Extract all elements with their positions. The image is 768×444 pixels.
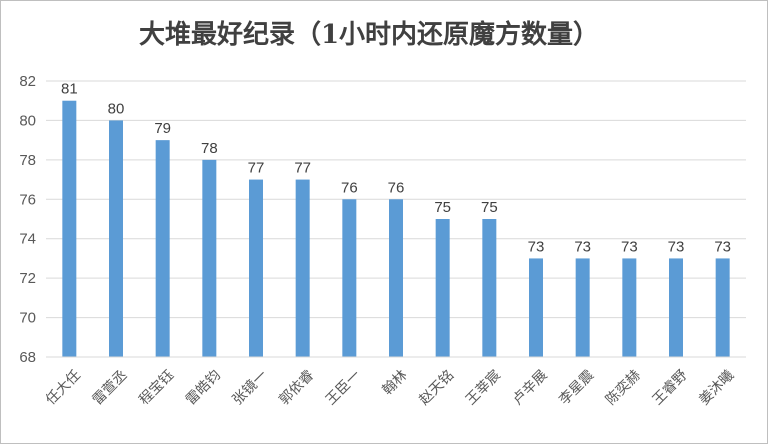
data-label: 75 <box>481 199 498 216</box>
bar-9 <box>435 219 450 357</box>
x-category-label: 王睿野 <box>650 367 691 408</box>
data-label: 80 <box>108 100 125 117</box>
bar-5 <box>249 179 263 357</box>
x-category-label: 王臣一 <box>323 367 364 408</box>
bar-11 <box>529 258 543 357</box>
y-tick-label: 72 <box>19 270 36 287</box>
y-axis-ticks: 68 70 72 74 76 78 80 82 <box>19 73 36 366</box>
x-category-label: 雷皓钧 <box>183 367 224 408</box>
x-category-label: 雷萱丞 <box>90 367 131 408</box>
x-category-label: 郭依睿 <box>276 367 318 409</box>
data-label: 76 <box>341 179 358 196</box>
bar-10 <box>482 219 497 357</box>
data-label: 73 <box>528 238 545 255</box>
x-category-label: 王莘宸 <box>462 367 504 409</box>
x-category-label: 任大任 <box>43 367 84 408</box>
bar-7 <box>342 199 357 357</box>
y-tick-label: 78 <box>19 152 36 169</box>
x-category-label: 赵天铭 <box>416 367 457 408</box>
x-category-label: 陈奕赫 <box>602 367 644 409</box>
data-label: 73 <box>668 238 685 255</box>
bar-14 <box>669 258 683 357</box>
x-category-label: 姜沐曦 <box>696 367 737 408</box>
data-label: 76 <box>388 179 405 196</box>
data-label: 75 <box>434 199 451 216</box>
data-label: 73 <box>714 238 731 255</box>
data-label: 73 <box>621 238 638 255</box>
bar-1 <box>62 100 77 357</box>
y-tick-label: 68 <box>19 349 36 366</box>
data-label: 81 <box>61 81 78 98</box>
data-label: 77 <box>248 160 265 177</box>
bar-15 <box>715 258 730 357</box>
bar-12 <box>575 258 590 357</box>
data-label: 77 <box>294 160 311 177</box>
bar-13 <box>622 258 637 357</box>
bar-2 <box>109 120 123 357</box>
x-category-label: 李星震 <box>556 367 597 408</box>
bar-3 <box>155 140 170 357</box>
x-axis-categories: 任大任 雷萱丞 程宝钰 雷皓钧 张镜一 郭依睿 王臣一 翰林 赵天铭 王莘宸 卢辛展 李星震 陈奕赫 王睿… <box>43 367 737 409</box>
y-tick-label: 82 <box>19 73 36 90</box>
y-tick-label: 74 <box>19 231 36 248</box>
x-category-label: 张镜一 <box>230 367 271 408</box>
data-label: 73 <box>574 238 591 255</box>
y-tick-label: 80 <box>19 112 36 129</box>
bar-4 <box>202 159 217 357</box>
bar-8 <box>389 199 403 357</box>
y-tick-label: 76 <box>19 191 36 208</box>
x-category-label: 程宝钰 <box>136 367 177 408</box>
x-category-label: 翰林 <box>379 367 410 398</box>
data-label: 79 <box>154 120 171 137</box>
y-tick-label: 70 <box>19 310 36 327</box>
bar-6 <box>295 179 310 357</box>
x-category-label: 卢辛展 <box>510 367 551 408</box>
bars <box>62 100 730 357</box>
data-labels: 81 80 79 78 77 77 76 76 75 75 73 73 73 73 73 <box>61 81 731 256</box>
chart-title: 大堆最好纪录（1小时内还原魔方数量） <box>139 19 599 50</box>
data-label: 78 <box>201 140 218 157</box>
